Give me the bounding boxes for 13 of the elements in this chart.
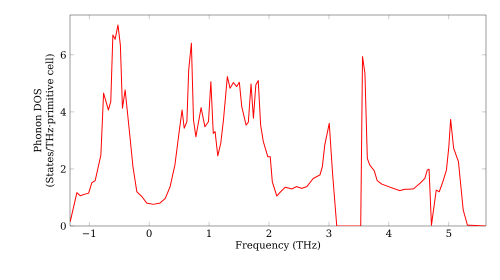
y-tick-label: 4 — [60, 108, 66, 116]
y-tick-label: 6 — [60, 51, 66, 59]
x-tick-label: 0 — [146, 230, 152, 238]
y-tick-label: 2 — [60, 165, 66, 173]
x-tick-label: 5 — [446, 230, 452, 237]
y-axis-title: Phonon DOS (States/THz·primitive cell) — [34, 54, 56, 187]
x-tick-label: −1 — [82, 230, 96, 237]
x-tick-label: 2 — [266, 230, 272, 237]
y-tick-label: 0 — [60, 222, 66, 230]
x-axis-title: Frequency (THz) — [236, 240, 320, 251]
x-tick-label: 1 — [207, 230, 211, 237]
x-tick-label: 3 — [326, 230, 332, 238]
x-tick-label: 4 — [386, 230, 392, 237]
